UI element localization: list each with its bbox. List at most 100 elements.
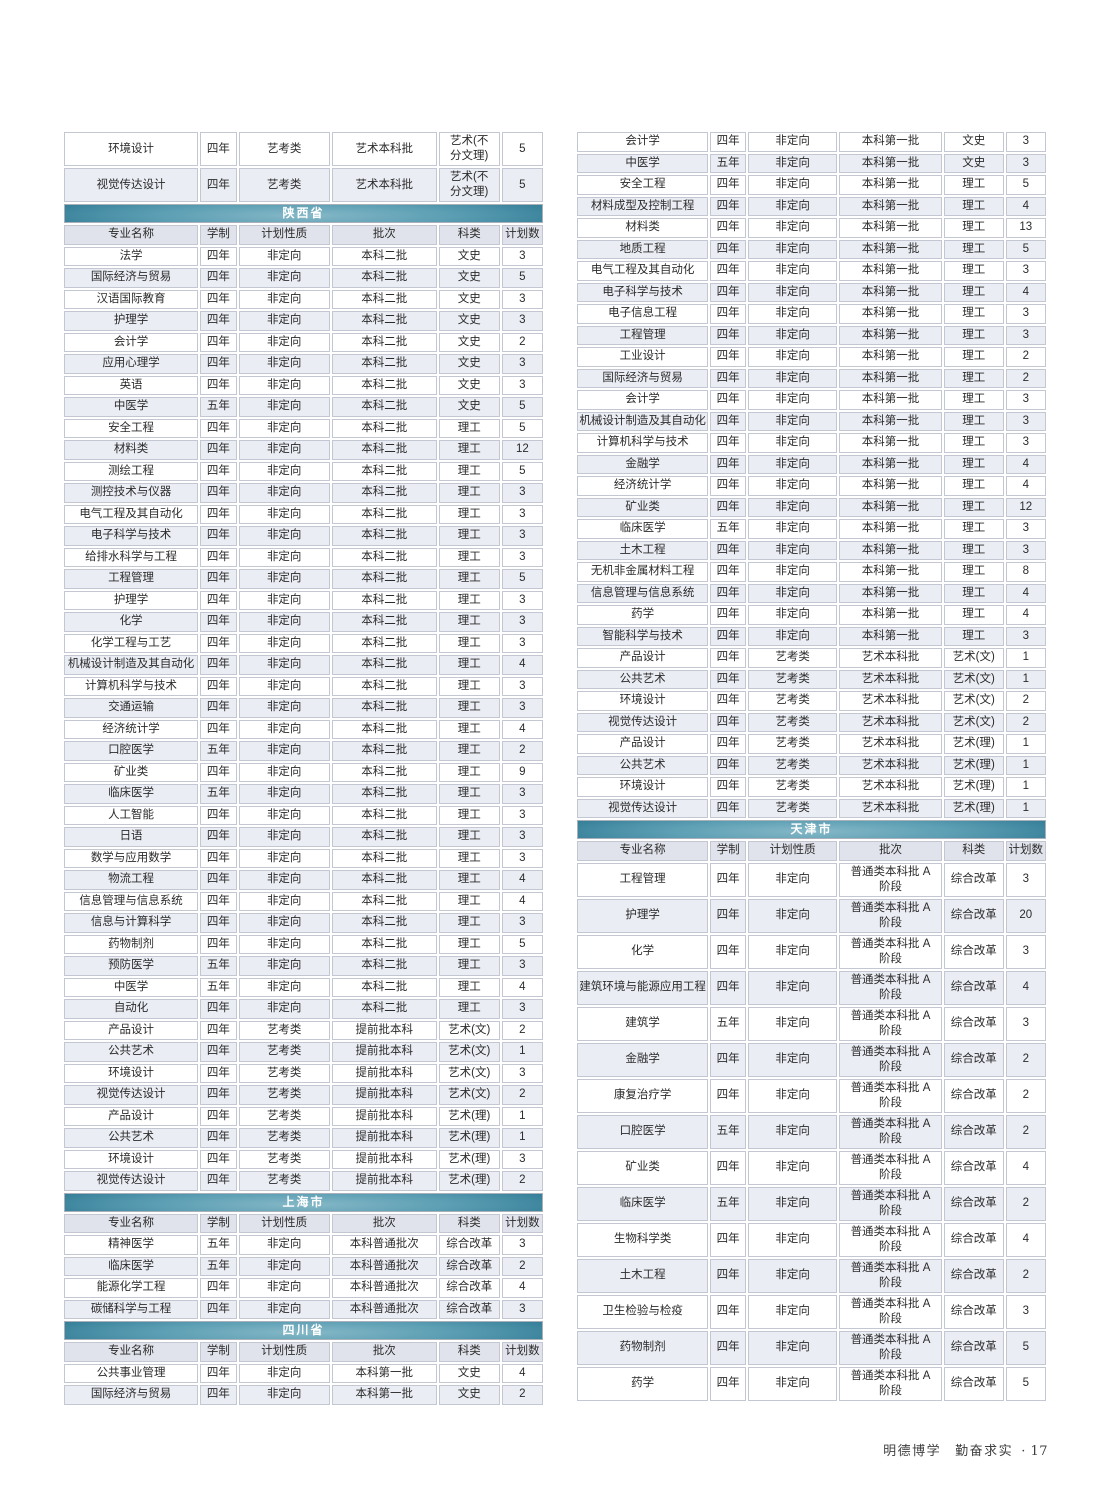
- cell: 本科第一批: [839, 325, 942, 345]
- cell: 药学: [577, 1366, 709, 1401]
- table-row: 护理学 四年 非定向 本科二批 文史 3: [64, 311, 543, 331]
- column-header: 专业名称: [64, 1342, 199, 1362]
- cell: 四年: [710, 755, 747, 775]
- table-row: 测绘工程 四年 非定向 本科二批 理工 5: [64, 461, 543, 481]
- cell: 理工: [438, 870, 500, 890]
- cell: 理工: [943, 390, 1004, 410]
- table-row: 安全工程 四年 非定向 本科二批 理工 5: [64, 418, 543, 438]
- table-row: 药物制剂 四年 非定向 普通类本科批 A 阶段 综合改革 5: [577, 1330, 1046, 1365]
- column-header: 计划数: [1005, 841, 1046, 861]
- cell: 四年: [710, 583, 747, 603]
- cell: 2: [501, 1020, 543, 1040]
- cell: 非定向: [748, 626, 838, 646]
- column-header: 学制: [710, 841, 747, 861]
- column-header-row: 专业名称 学制 计划性质 批次 科类 计划数: [64, 1342, 543, 1362]
- cell: 艺术(不 分文理): [438, 168, 500, 202]
- cell: 五年: [200, 1235, 237, 1255]
- cell: 理工: [438, 741, 500, 761]
- table-row: 日语 四年 非定向 本科二批 理工 3: [64, 827, 543, 847]
- cell: 口腔医学: [577, 1114, 709, 1149]
- cell: 理工: [438, 805, 500, 825]
- cell: 文史: [438, 397, 500, 417]
- column-header: 科类: [438, 1213, 500, 1233]
- cell: 四年: [710, 196, 747, 216]
- table-row: 环境设计 四年 艺考类 提前批本科 艺术(理) 3: [64, 1149, 543, 1169]
- cell: 本科二批: [331, 268, 437, 288]
- cell: 能源化学工程: [64, 1278, 199, 1298]
- cell: 12: [501, 440, 543, 460]
- cell: 非定向: [748, 454, 838, 474]
- cell: 非定向: [748, 325, 838, 345]
- table-row: 产品设计 四年 艺考类 艺术本科批 艺术(理) 1: [577, 734, 1046, 754]
- table-row: 智能科学与技术 四年 非定向 本科第一批 理工 3: [577, 626, 1046, 646]
- table-row: 公共事业管理 四年 非定向 本科第一批 文史 4: [64, 1363, 543, 1383]
- cell: 信息管理与信息系统: [577, 583, 709, 603]
- cell: 非定向: [238, 590, 330, 610]
- cell: 四年: [710, 734, 747, 754]
- cell: 四年: [200, 870, 237, 890]
- table-row: 矿业类 四年 非定向 本科第一批 理工 12: [577, 497, 1046, 517]
- cell: 本科第一批: [839, 196, 942, 216]
- cell: 4: [501, 655, 543, 675]
- column-header: 计划数: [501, 1213, 543, 1233]
- cell: 1: [1005, 734, 1046, 754]
- cell: 非定向: [238, 332, 330, 352]
- page-number: · 17: [1021, 1444, 1048, 1459]
- cell: 理工: [438, 547, 500, 567]
- cell: 非定向: [238, 977, 330, 997]
- cell: 非定向: [238, 848, 330, 868]
- cell: 文史: [438, 375, 500, 395]
- cell: 艺考类: [748, 734, 838, 754]
- cell: 四年: [710, 898, 747, 933]
- cell: 护理学: [64, 311, 199, 331]
- cell: 2: [501, 332, 543, 352]
- cell: 理工: [943, 626, 1004, 646]
- cell: 视觉传达设计: [64, 1085, 199, 1105]
- cell: 本科二批: [331, 698, 437, 718]
- cell: 本科二批: [331, 461, 437, 481]
- cell: 文史: [438, 268, 500, 288]
- column-header: 批次: [839, 841, 942, 861]
- cell: 本科第一批: [839, 218, 942, 238]
- cell: 本科二批: [331, 934, 437, 954]
- table-row: 生物科学类 四年 非定向 普通类本科批 A 阶段 综合改革 4: [577, 1222, 1046, 1257]
- table-row: 建筑环境与能源应用工程 四年 非定向 普通类本科批 A 阶段 综合改革 4: [577, 970, 1046, 1005]
- cell: 理工: [943, 368, 1004, 388]
- cell: 非定向: [748, 934, 838, 969]
- cell: 3: [501, 913, 543, 933]
- table-row: 计算机科学与技术 四年 非定向 本科二批 理工 3: [64, 676, 543, 696]
- cell: 四年: [200, 1128, 237, 1148]
- cell: 本科第一批: [839, 368, 942, 388]
- cell: 本科二批: [331, 612, 437, 632]
- cell: 四年: [710, 669, 747, 689]
- cell: 机械设计制造及其自动化: [577, 411, 709, 431]
- cell: 普通类本科批 A 阶段: [839, 1150, 942, 1185]
- cell: 四年: [200, 246, 237, 266]
- cell: 非定向: [238, 354, 330, 374]
- cell: 艺术(文): [943, 712, 1004, 732]
- cell: 综合改革: [943, 1294, 1004, 1329]
- cell: 非定向: [748, 476, 838, 496]
- cell: 计算机科学与技术: [64, 676, 199, 696]
- cell: 3: [1005, 411, 1046, 431]
- table-row: 工业设计 四年 非定向 本科第一批 理工 2: [577, 347, 1046, 367]
- table-row: 机械设计制造及其自动化 四年 非定向 本科第一批 理工 3: [577, 411, 1046, 431]
- cell: 1: [1005, 777, 1046, 797]
- cell: 3: [501, 827, 543, 847]
- cell: 四年: [710, 970, 747, 1005]
- cell: 非定向: [238, 504, 330, 524]
- cell: 四年: [710, 411, 747, 431]
- cell: 9: [501, 762, 543, 782]
- cell: 5: [501, 268, 543, 288]
- cell: 非定向: [748, 583, 838, 603]
- table-row: 国际经济与贸易 四年 非定向 本科二批 文史 5: [64, 268, 543, 288]
- cell: 艺术(理): [438, 1128, 500, 1148]
- table-row: 测控技术与仪器 四年 非定向 本科二批 理工 3: [64, 483, 543, 503]
- cell: 2: [501, 1385, 543, 1405]
- cell: 本科二批: [331, 784, 437, 804]
- cell: 普通类本科批 A 阶段: [839, 970, 942, 1005]
- table-row: 会计学 四年 非定向 本科第一批 文史 3: [577, 132, 1046, 152]
- cell: 艺术(文): [438, 1042, 500, 1062]
- cell: 四年: [200, 526, 237, 546]
- cell: 本科第一批: [839, 304, 942, 324]
